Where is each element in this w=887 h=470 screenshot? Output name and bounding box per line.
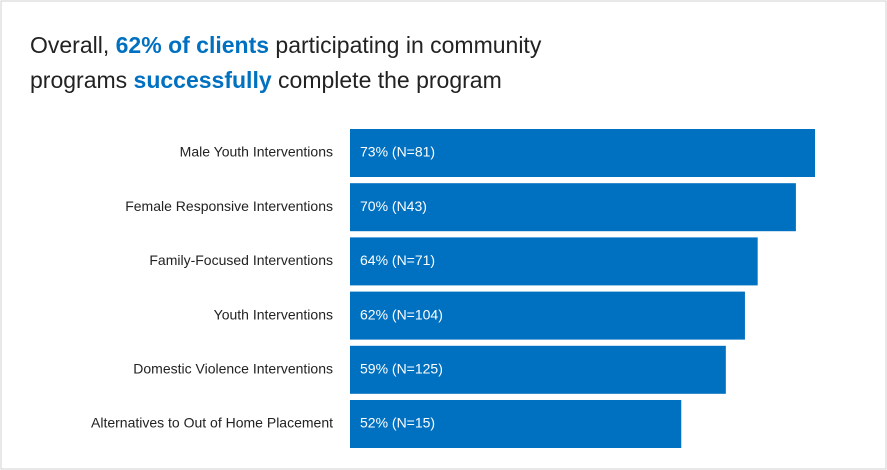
title-part: complete the program bbox=[272, 67, 502, 93]
chart-title-line: programs successfully complete the progr… bbox=[30, 67, 502, 93]
category-label: Alternatives to Out of Home Placement bbox=[91, 415, 333, 431]
title-part: participating in community bbox=[269, 32, 542, 58]
bar bbox=[350, 400, 682, 448]
bar bbox=[350, 183, 796, 232]
category-label: Male Youth Interventions bbox=[180, 144, 333, 160]
value-label: 70% (N43) bbox=[360, 198, 427, 214]
value-label: 62% (N=104) bbox=[360, 306, 443, 322]
category-label: Family-Focused Interventions bbox=[149, 252, 333, 268]
bar bbox=[350, 237, 758, 286]
value-label: 59% (N=125) bbox=[360, 361, 443, 377]
category-label: Youth Interventions bbox=[214, 306, 333, 322]
title-part: programs bbox=[30, 67, 134, 93]
value-label: 73% (N=81) bbox=[360, 144, 435, 160]
chart-title-line: Overall, 62% of clients participating in… bbox=[30, 32, 542, 58]
category-label: Female Responsive Interventions bbox=[125, 198, 333, 214]
title-emphasis: successfully bbox=[134, 67, 272, 93]
bar bbox=[350, 291, 745, 340]
bar bbox=[350, 129, 816, 177]
value-label: 64% (N=71) bbox=[360, 252, 435, 268]
value-label: 52% (N=15) bbox=[360, 415, 435, 431]
title-emphasis: 62% of clients bbox=[116, 32, 269, 58]
title-part: Overall, bbox=[30, 32, 116, 58]
category-label: Domestic Violence Interventions bbox=[133, 361, 333, 377]
bar bbox=[350, 345, 726, 394]
